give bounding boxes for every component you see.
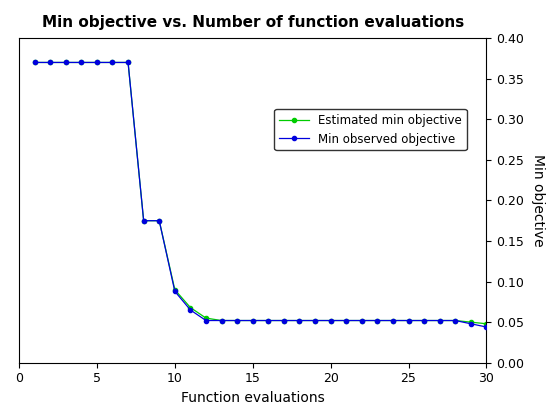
Min observed objective [327,318,334,323]
Estimated min objective [312,318,319,323]
Estimated min objective [327,318,334,323]
Min observed objective [483,325,490,330]
Estimated min objective [249,318,256,323]
Legend: Estimated min objective, Min observed objective: Estimated min objective, Min observed ob… [274,109,466,150]
X-axis label: Function evaluations: Function evaluations [181,391,325,405]
Estimated min objective [358,318,365,323]
Min observed objective [249,318,256,323]
Estimated min objective [452,318,459,323]
Min observed objective [265,318,272,323]
Min observed objective [218,318,225,323]
Estimated min objective [234,318,240,323]
Line: Min observed objective: Min observed objective [32,60,488,329]
Min observed objective [374,318,381,323]
Estimated min objective [343,318,349,323]
Min observed objective [94,60,100,65]
Estimated min objective [78,60,85,65]
Y-axis label: Min objective: Min objective [531,154,545,247]
Min observed objective [187,307,194,312]
Min observed objective [47,60,54,65]
Min observed objective [171,289,178,294]
Estimated min objective [109,60,116,65]
Estimated min objective [265,318,272,323]
Min observed objective [390,318,396,323]
Min observed objective [312,318,319,323]
Title: Min objective vs. Number of function evaluations: Min objective vs. Number of function eva… [41,15,464,30]
Line: Estimated min objective: Estimated min objective [32,60,488,326]
Estimated min objective [62,60,69,65]
Estimated min objective [171,287,178,292]
Min observed objective [62,60,69,65]
Estimated min objective [156,218,162,223]
Min observed objective [203,318,209,323]
Min observed objective [468,321,474,326]
Min observed objective [421,318,427,323]
Min observed objective [125,60,132,65]
Min observed objective [31,60,38,65]
Min observed objective [156,218,162,223]
Min observed objective [109,60,116,65]
Estimated min objective [187,305,194,310]
Estimated min objective [405,318,412,323]
Estimated min objective [141,218,147,223]
Estimated min objective [94,60,100,65]
Estimated min objective [483,321,490,326]
Estimated min objective [218,318,225,323]
Estimated min objective [281,318,287,323]
Estimated min objective [468,320,474,325]
Min observed objective [281,318,287,323]
Min observed objective [234,318,240,323]
Min observed objective [405,318,412,323]
Estimated min objective [421,318,427,323]
Min observed objective [296,318,303,323]
Min observed objective [78,60,85,65]
Min observed objective [358,318,365,323]
Min observed objective [436,318,443,323]
Estimated min objective [374,318,381,323]
Estimated min objective [296,318,303,323]
Min observed objective [343,318,349,323]
Estimated min objective [436,318,443,323]
Estimated min objective [47,60,54,65]
Estimated min objective [31,60,38,65]
Min observed objective [141,218,147,223]
Min observed objective [452,318,459,323]
Estimated min objective [390,318,396,323]
Estimated min objective [125,60,132,65]
Estimated min objective [203,315,209,320]
